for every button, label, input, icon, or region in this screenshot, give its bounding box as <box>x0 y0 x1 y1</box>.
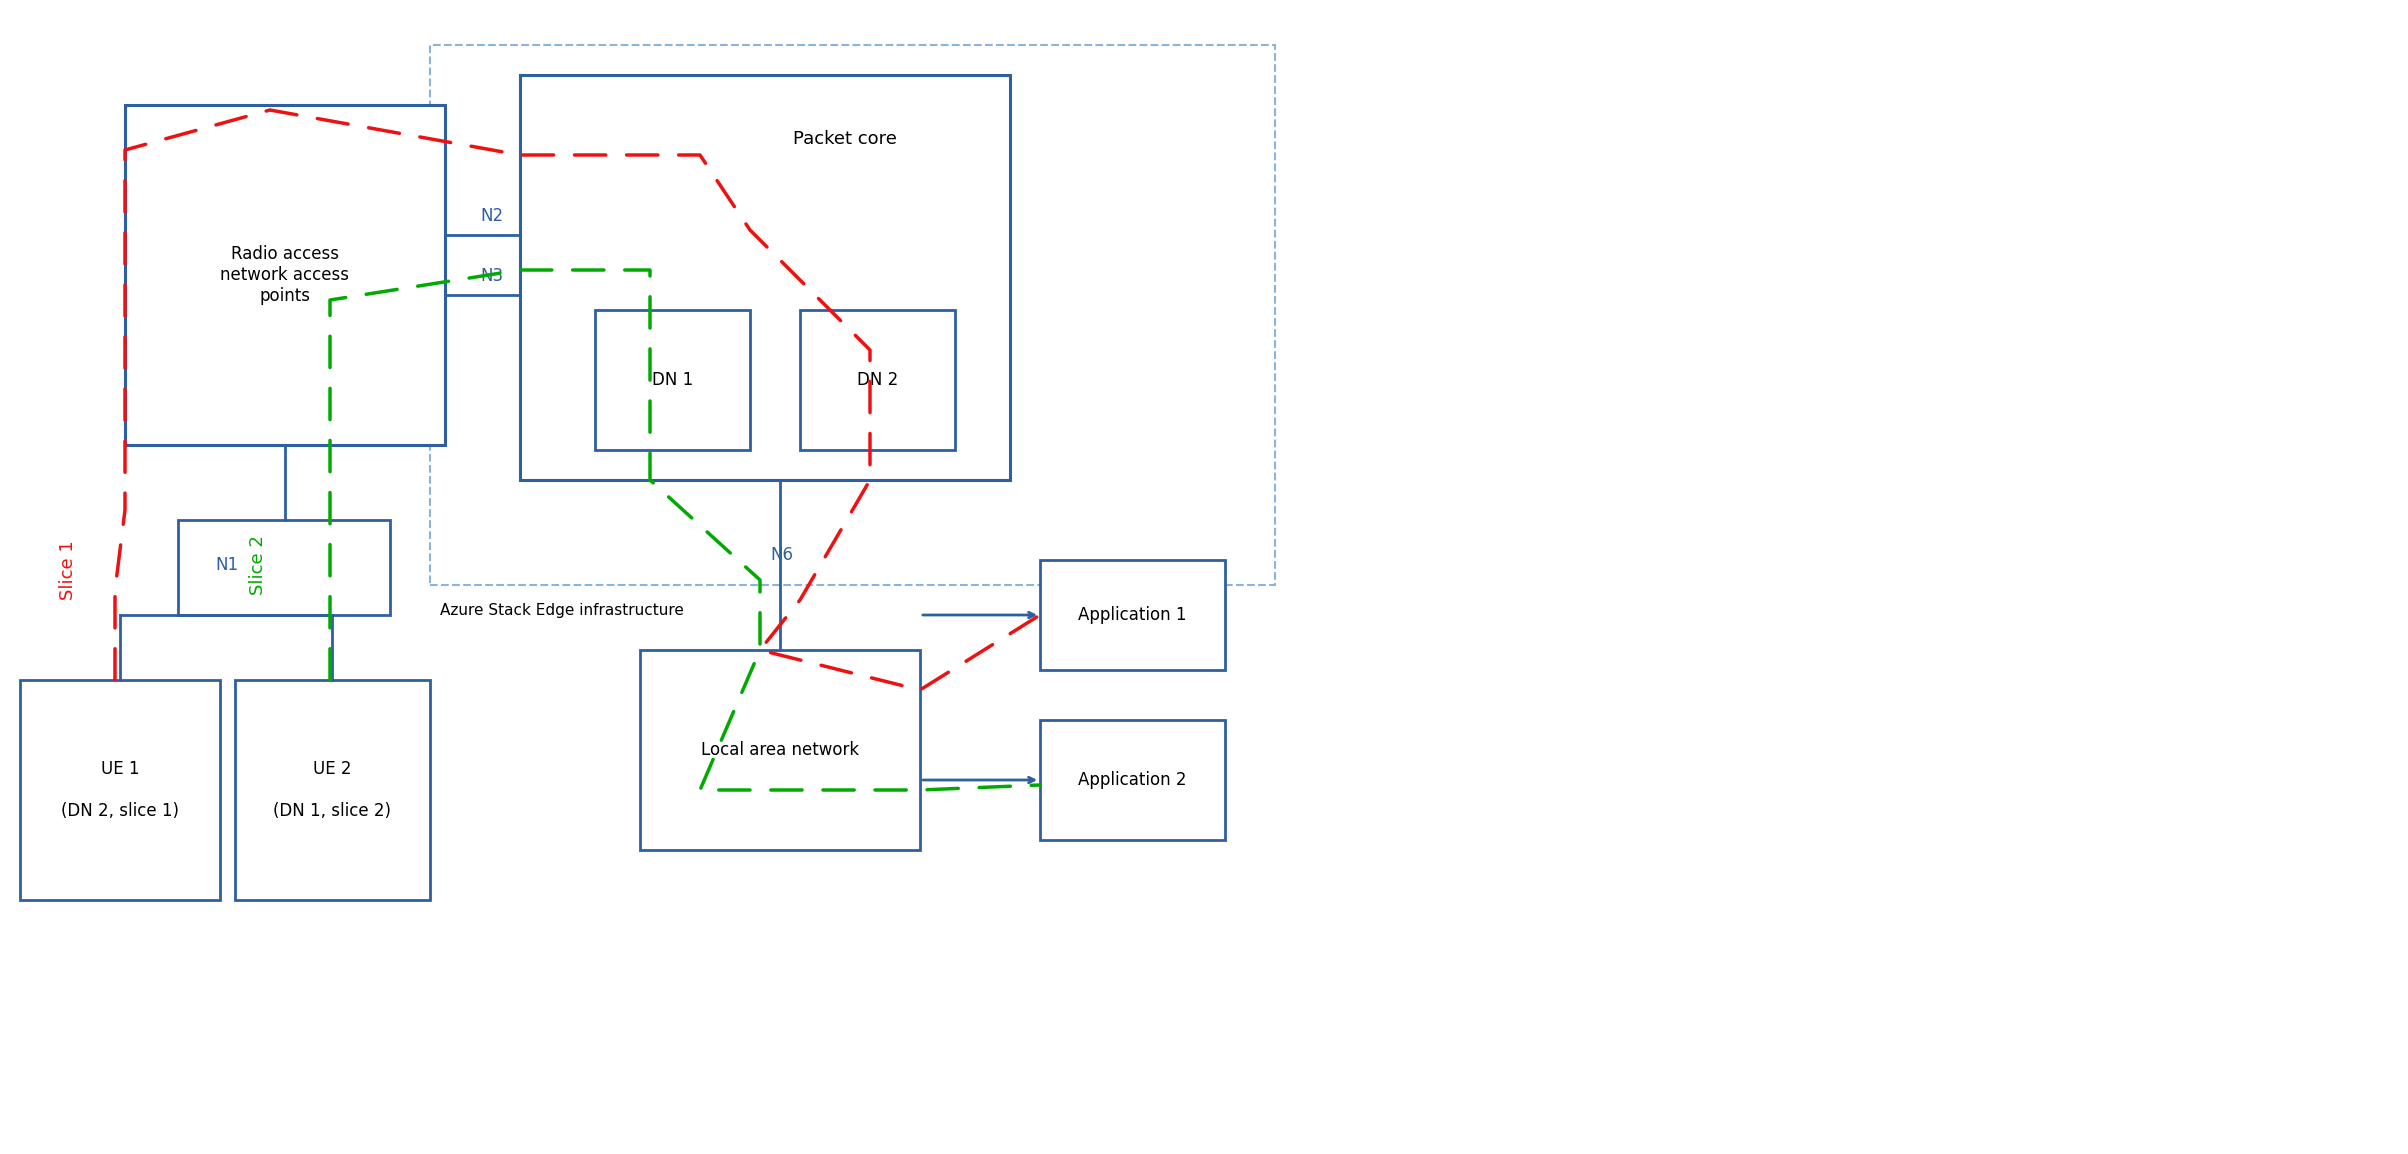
Bar <box>595 310 749 450</box>
Text: Slice 1: Slice 1 <box>60 540 77 600</box>
Text: UE 2

(DN 1, slice 2): UE 2 (DN 1, slice 2) <box>275 760 393 819</box>
Text: Slice 2: Slice 2 <box>248 535 267 595</box>
Bar <box>520 75 1009 480</box>
Text: Local area network: Local area network <box>701 741 860 759</box>
Text: N1: N1 <box>214 556 238 574</box>
Text: N2: N2 <box>479 207 503 225</box>
Text: DN 1: DN 1 <box>653 370 694 389</box>
Text: Azure Stack Edge infrastructure: Azure Stack Edge infrastructure <box>441 604 684 619</box>
Bar <box>1040 560 1226 670</box>
Text: N6: N6 <box>771 546 792 564</box>
Bar <box>19 680 219 900</box>
Bar <box>125 105 445 445</box>
Text: Packet core: Packet core <box>792 130 896 148</box>
Bar <box>641 650 920 850</box>
Bar <box>799 310 956 450</box>
Bar <box>1040 720 1226 840</box>
Bar <box>178 520 390 615</box>
Text: UE 1

(DN 2, slice 1): UE 1 (DN 2, slice 1) <box>60 760 178 819</box>
Text: N3: N3 <box>479 267 503 285</box>
Bar <box>431 45 1274 585</box>
Text: Application 1: Application 1 <box>1079 606 1187 624</box>
Text: Radio access
network access
points: Radio access network access points <box>222 245 349 305</box>
Bar <box>236 680 431 900</box>
Text: DN 2: DN 2 <box>857 370 898 389</box>
Text: Application 2: Application 2 <box>1079 771 1187 789</box>
